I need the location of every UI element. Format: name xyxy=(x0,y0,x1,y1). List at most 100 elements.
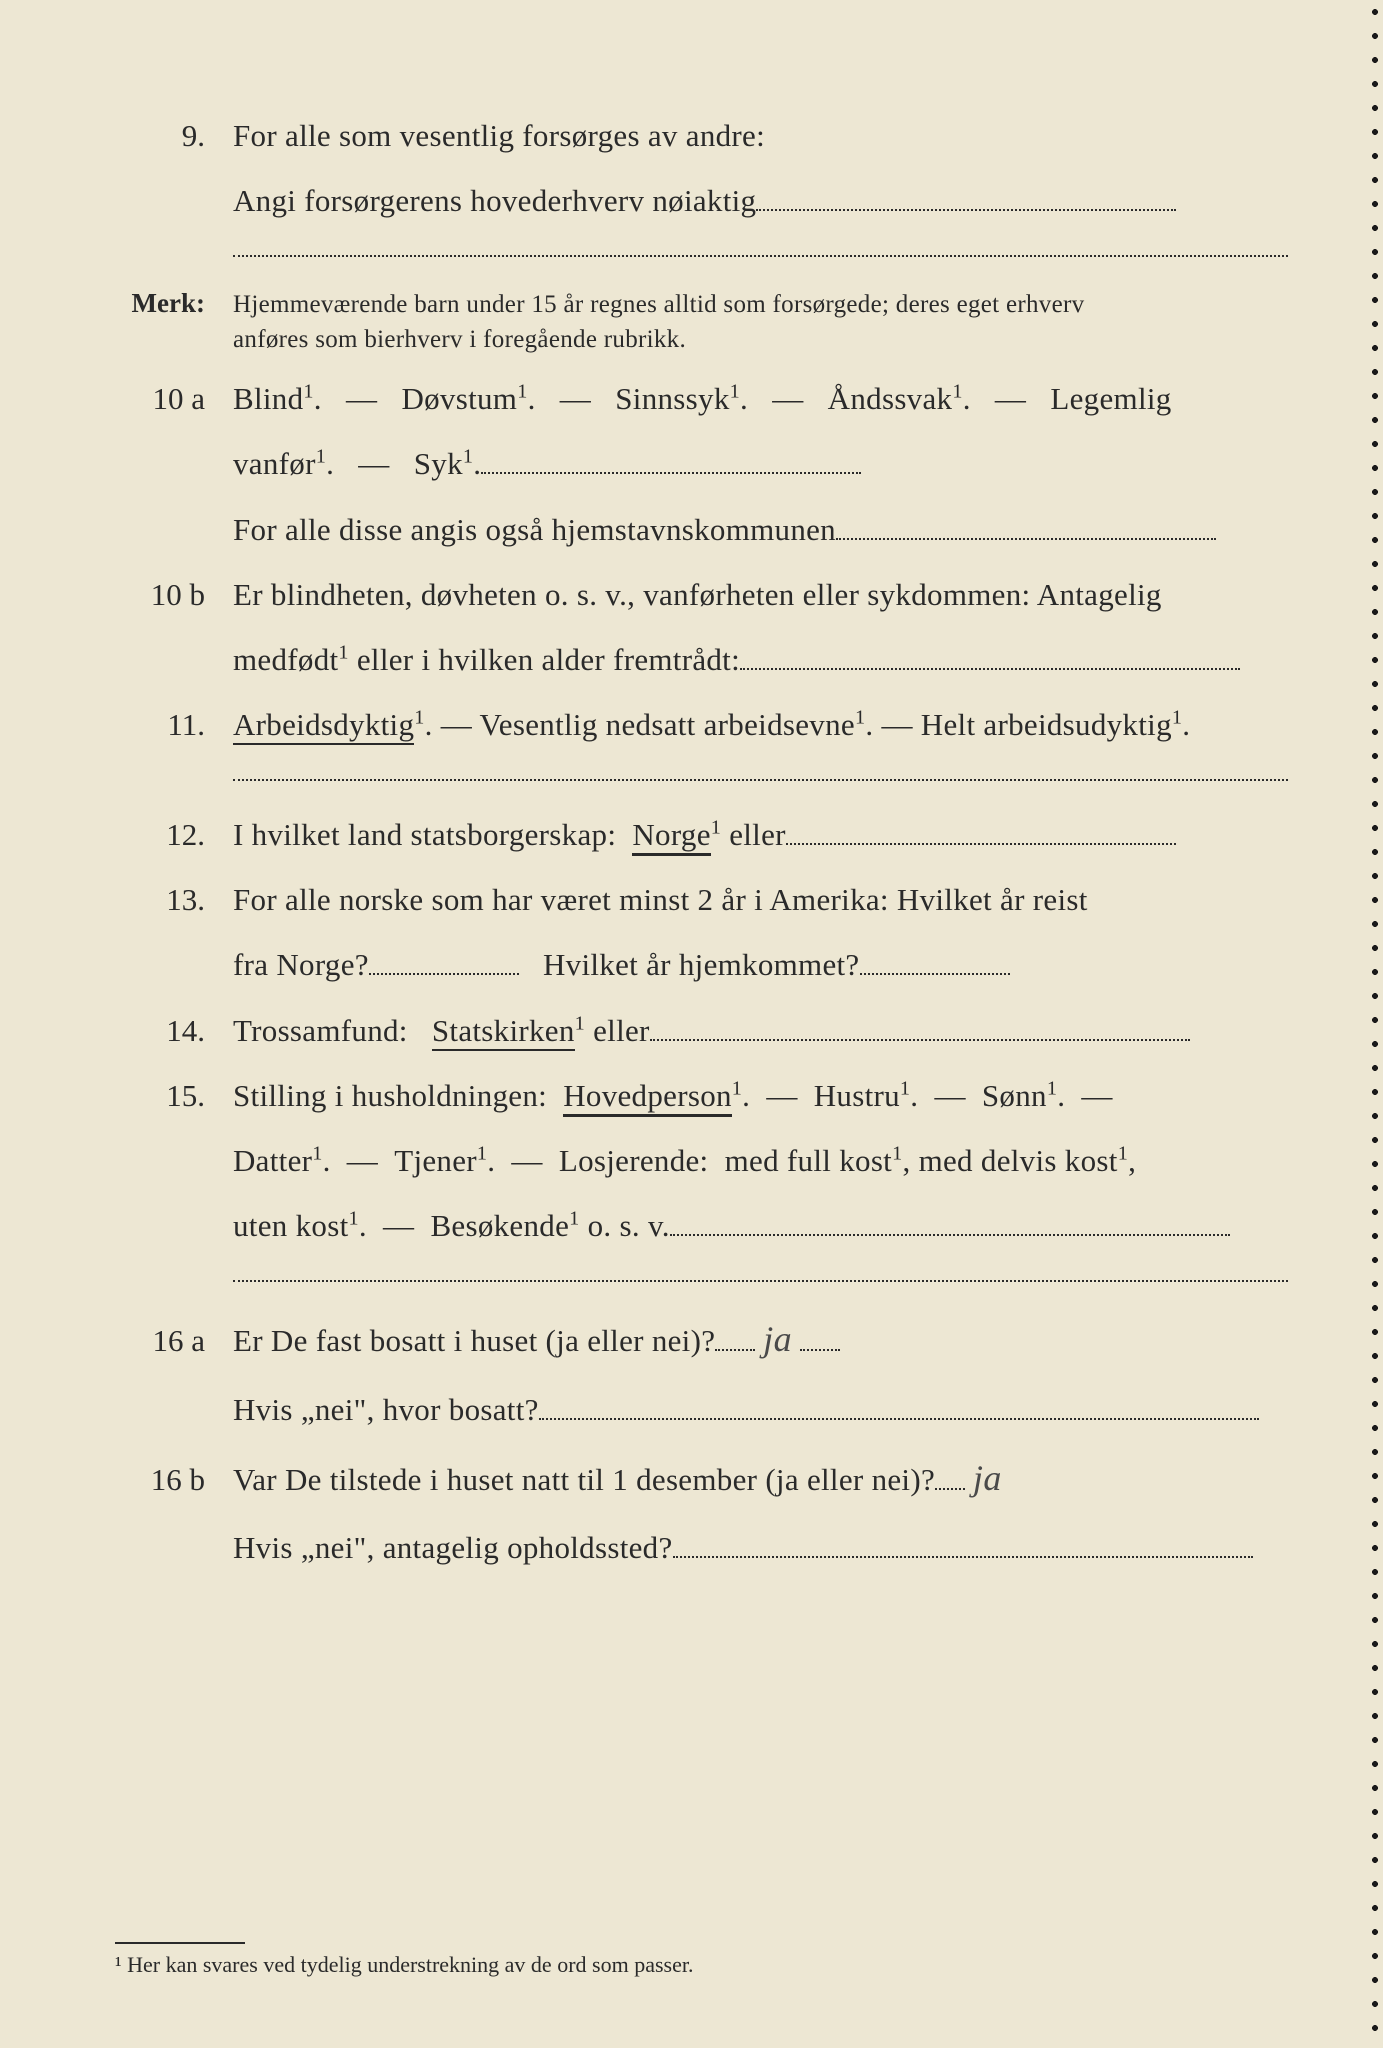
opt-sonn: Sønn xyxy=(982,1078,1047,1113)
question-15-3: uten kost1. — Besøkende1 o. s. v. xyxy=(115,1200,1288,1251)
merk-text2: anføres som bierhverv i foregående rubri… xyxy=(233,326,686,353)
fill-line xyxy=(836,511,1216,539)
fill-line xyxy=(860,947,1010,975)
q12-number: 12. xyxy=(115,809,233,860)
opt-arbeidsdyktig: Arbeidsdyktig xyxy=(233,707,414,745)
q11-number: 11. xyxy=(115,699,233,750)
opt-sinnssyk: Sinnssyk xyxy=(615,381,729,416)
q16a-text2: Hvis „nei", hvor bosatt? xyxy=(233,1392,539,1427)
q13-text3: Hvilket år hjemkommet? xyxy=(543,947,860,982)
fill-line xyxy=(740,642,1240,670)
opt-syk: Syk xyxy=(414,446,463,481)
q12-eller: eller xyxy=(721,817,786,852)
q9-number: 9. xyxy=(115,110,233,161)
q13-text2: fra Norge? xyxy=(233,947,369,982)
merk-label: Merk: xyxy=(115,285,233,323)
q15-osv: o. s. v. xyxy=(580,1208,670,1243)
q16a-text1: Er De fast bosatt i huset (ja eller nei)… xyxy=(233,1323,715,1358)
fill-line xyxy=(800,1323,840,1351)
opt-tjener: Tjener xyxy=(394,1143,477,1178)
opt-legemlig: Legemlig xyxy=(1050,381,1171,416)
fill-line xyxy=(539,1391,1259,1419)
document-page: 9. For alle som vesentlig forsørges av a… xyxy=(0,0,1383,2048)
question-13: 13. For alle norske som har været minst … xyxy=(115,874,1288,925)
question-16a: 16 a Er De fast bosatt i huset (ja eller… xyxy=(115,1310,1288,1369)
question-16b: 16 b Var De tilstede i huset natt til 1 … xyxy=(115,1449,1288,1508)
question-16a-2: Hvis „nei", hvor bosatt? xyxy=(115,1384,1288,1435)
footnote: ¹ Her kan svares ved tydelig understrekn… xyxy=(115,1942,693,1978)
opt-udyktig: Helt arbeidsudyktig xyxy=(921,707,1172,742)
opt-statskirken: Statskirken xyxy=(432,1013,575,1051)
question-9b: Angi forsørgerens hovederhverv nøiaktig xyxy=(115,175,1288,226)
opt-blind: Blind xyxy=(233,381,303,416)
q16b-number: 16 b xyxy=(115,1454,233,1505)
opt-uten: uten kost xyxy=(233,1208,349,1243)
question-10a-3: For alle disse angis også hjemstavnskomm… xyxy=(115,504,1288,555)
q15-text: Stilling i husholdningen: xyxy=(233,1078,547,1113)
q10a-hjemstavn: For alle disse angis også hjemstavnskomm… xyxy=(233,512,836,547)
question-11: 11. Arbeidsdyktig1. — Vesentlig nedsatt … xyxy=(115,699,1288,750)
opt-hustru: Hustru xyxy=(814,1078,900,1113)
opt-nedsatt: Vesentlig nedsatt arbeidsevne xyxy=(480,707,855,742)
fill-line xyxy=(650,1012,1190,1040)
q16a-number: 16 a xyxy=(115,1315,233,1366)
opt-vanfor: vanfør xyxy=(233,446,316,481)
opt-losjerende: Losjerende: xyxy=(559,1143,709,1178)
fill-line xyxy=(670,1208,1230,1236)
opt-datter: Datter xyxy=(233,1143,312,1178)
merk-row: Merk: Hjemmeværende barn under 15 år reg… xyxy=(115,285,1288,357)
opt-besokende: Besøkende xyxy=(430,1208,569,1243)
merk-text1: Hjemmeværende barn under 15 år regnes al… xyxy=(233,291,1084,318)
question-14: 14. Trossamfund: Statskirken1 eller xyxy=(115,1005,1288,1056)
q9-line2-wrap: Angi forsørgerens hovederhverv nøiaktig xyxy=(233,175,1288,226)
fill-line xyxy=(481,446,861,474)
q9-line2: Angi forsørgerens hovederhverv nøiaktig xyxy=(233,183,756,218)
q12-text: I hvilket land statsborgerskap: xyxy=(233,817,616,852)
q10b-text1: Er blindheten, døvheten o. s. v., vanfør… xyxy=(233,577,1162,612)
opt-full: med full kost xyxy=(725,1143,893,1178)
separator xyxy=(233,1279,1288,1282)
footnote-text: Her kan svares ved tydelig understreknin… xyxy=(122,1952,694,1977)
perforation-edge xyxy=(1367,0,1383,2048)
opt-norge: Norge xyxy=(632,817,710,856)
fill-line xyxy=(369,947,519,975)
fill-line xyxy=(935,1461,965,1489)
q10a-content: Blind1. — Døvstum1. — Sinnssyk1. — Åndss… xyxy=(233,373,1288,424)
question-15-2: Datter1. — Tjener1. — Losjerende: med fu… xyxy=(115,1135,1288,1186)
fill-line xyxy=(786,817,1176,845)
q14-text: Trossamfund: xyxy=(233,1013,408,1048)
opt-delvis: med delvis kost xyxy=(919,1143,1118,1178)
question-10a-2: vanfør1. — Syk1. xyxy=(115,438,1288,489)
q10a-number: 10 a xyxy=(115,373,233,424)
opt-andssvak: Åndssvak xyxy=(828,381,953,416)
opt-dovstum: Døvstum xyxy=(401,381,517,416)
separator xyxy=(233,778,1288,781)
q14-number: 14. xyxy=(115,1005,233,1056)
footnote-rule xyxy=(115,1942,245,1944)
q16a-answer: ja xyxy=(755,1319,800,1359)
question-12: 12. I hvilket land statsborgerskap: Norg… xyxy=(115,809,1288,860)
q14-eller: eller xyxy=(585,1013,650,1048)
q10b-text2: eller i hvilken alder fremtrådt: xyxy=(349,642,740,677)
question-13-2: fra Norge? Hvilket år hjemkommet? xyxy=(115,939,1288,990)
q9-content: For alle som vesentlig forsørges av andr… xyxy=(233,110,1288,161)
q13-text1: For alle norske som har været minst 2 år… xyxy=(233,882,1088,917)
q16b-text1: Var De tilstede i huset natt til 1 desem… xyxy=(233,1462,935,1497)
q16b-text2: Hvis „nei", antagelig opholdssted? xyxy=(233,1530,673,1565)
fill-line xyxy=(673,1530,1253,1558)
separator xyxy=(233,254,1288,257)
footnote-marker: ¹ xyxy=(115,1952,122,1977)
question-15: 15. Stilling i husholdningen: Hovedperso… xyxy=(115,1070,1288,1121)
merk-content: Hjemmeværende barn under 15 år regnes al… xyxy=(233,287,1288,357)
question-10b-2: medfødt1 eller i hvilken alder fremtrådt… xyxy=(115,634,1288,685)
question-10a: 10 a Blind1. — Døvstum1. — Sinnssyk1. — … xyxy=(115,373,1288,424)
q13-number: 13. xyxy=(115,874,233,925)
opt-hovedperson: Hovedperson xyxy=(563,1078,732,1117)
q16b-answer: ja xyxy=(965,1458,1010,1498)
question-10b: 10 b Er blindheten, døvheten o. s. v., v… xyxy=(115,569,1288,620)
q9-line1: For alle som vesentlig forsørges av andr… xyxy=(233,118,765,153)
q10b-number: 10 b xyxy=(115,569,233,620)
q10b-medfodt: medfødt xyxy=(233,642,338,677)
question-9: 9. For alle som vesentlig forsørges av a… xyxy=(115,110,1288,161)
fill-line xyxy=(756,183,1176,211)
